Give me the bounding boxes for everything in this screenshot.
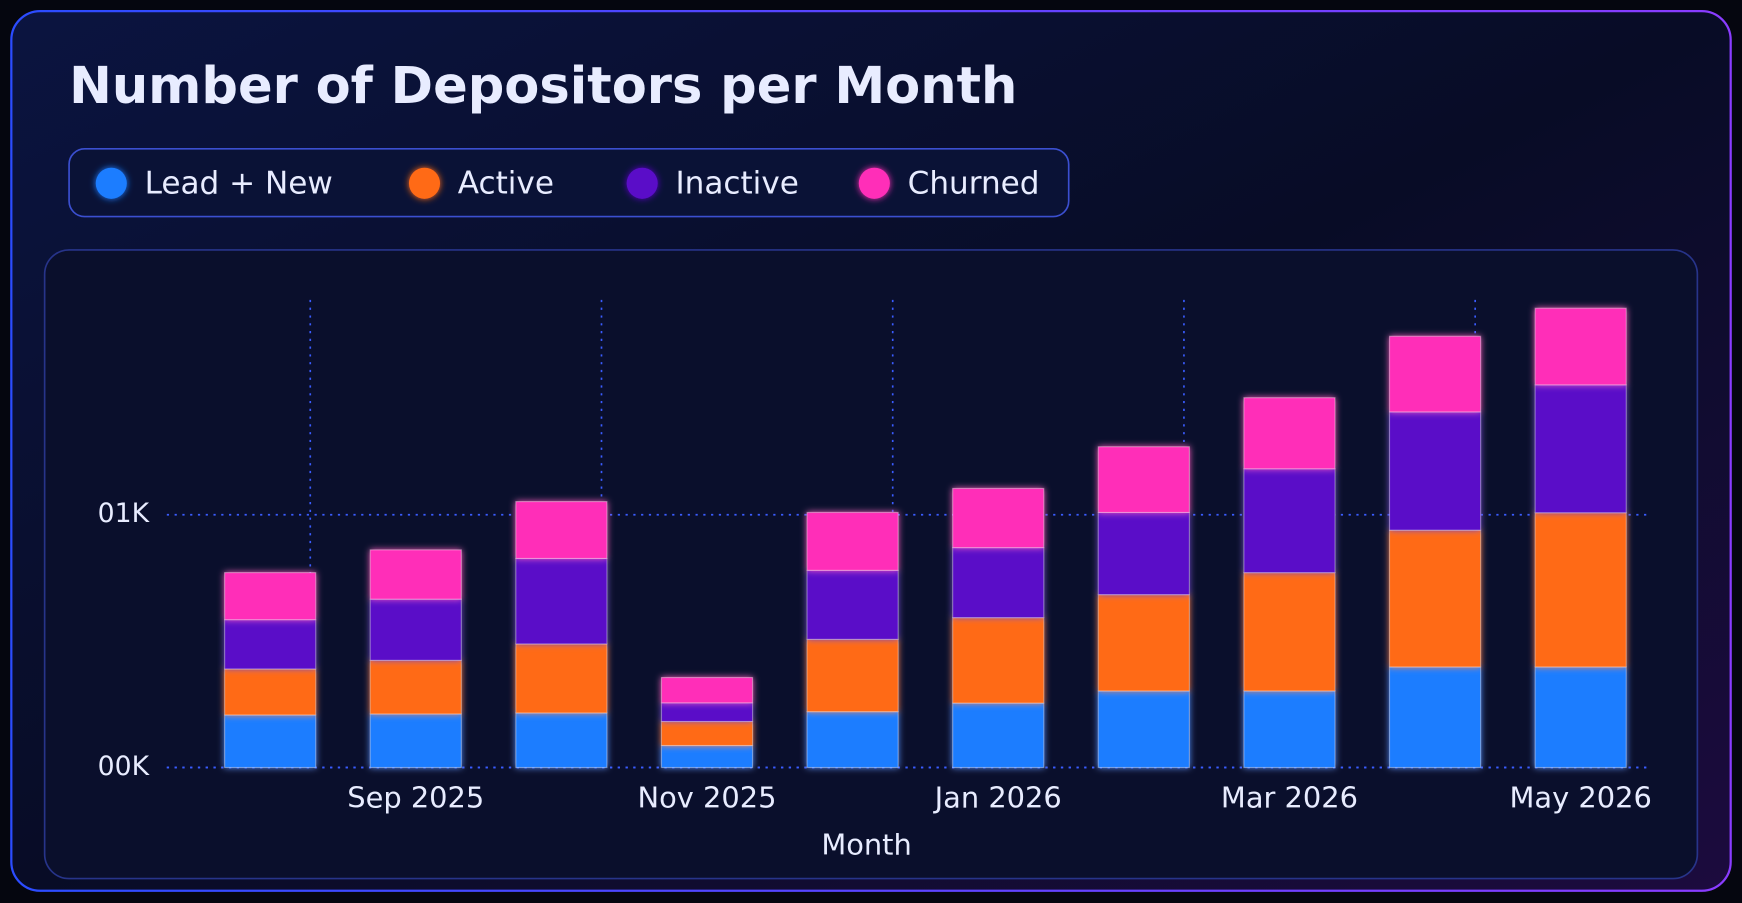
bar-segment [1097,594,1190,692]
y-tick-label: 00K [98,751,151,782]
bar-segment [806,511,899,571]
bar-segment [660,702,754,723]
x-tick-label: Nov 2025 [638,781,777,815]
bar-segment [952,702,1045,769]
bar-segment [806,711,899,769]
bar-segment [515,501,608,560]
x-tick-label: May 2026 [1510,781,1652,815]
legend-swatch [95,167,127,199]
legend-label: Churned [908,165,1040,201]
legend-swatch [626,167,658,199]
bar-segment [369,598,462,661]
bar-segment [660,676,754,704]
bar-segment [1243,468,1336,574]
bar-segment [952,487,1045,549]
bar-segment [224,714,317,769]
bar-segment [515,557,608,645]
bar-segment [806,638,899,713]
bar-segment [224,668,317,716]
bar-segment [1388,666,1482,769]
legend-swatch [408,167,441,199]
legend-box [68,148,1070,218]
bar-segment [1534,384,1627,514]
bar-segment [515,643,608,714]
bar-segment [1243,690,1336,769]
bar-segment [1534,512,1627,668]
bar-segment [369,713,462,769]
x-tick-label: Mar 2026 [1221,781,1358,815]
bar-segment [1243,572,1336,692]
bar-segment [224,572,317,621]
x-tick-label: Jan 2026 [933,781,1062,815]
bar-segment [952,547,1045,619]
bar-segment [1388,529,1482,668]
bar-segment [1388,335,1482,413]
bar-segment [1097,511,1190,596]
bar-segment [1534,666,1627,769]
legend-label: Lead + New [145,165,333,201]
bar-segment [515,712,608,769]
legend-label: Inactive [676,165,799,201]
x-tick-label: Sep 2025 [347,781,484,815]
bar-segment [660,720,754,747]
bar-segment [1097,690,1190,769]
legend-label: Active [458,165,554,201]
x-axis-title: Month [821,827,911,861]
bar-segment [369,659,462,715]
bar-segment [660,744,754,769]
bar-segment [369,549,462,600]
bar-segment [1097,446,1190,514]
bar-segment [224,619,317,670]
legend-swatch [858,167,890,199]
bar-segment [952,617,1045,704]
y-tick-label: 01K [98,498,151,529]
bar-segment [806,569,899,640]
bar-segment [1534,307,1627,386]
chart-title: Number of Depositors per Month [69,57,1017,116]
bar-segment [1388,411,1482,531]
bar-segment [1243,397,1336,470]
